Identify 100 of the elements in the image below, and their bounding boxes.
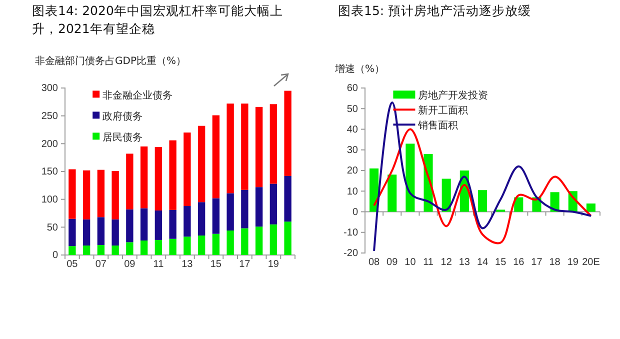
- bar: [82, 170, 90, 220]
- x-tick-label: 17: [239, 259, 251, 270]
- bar: [212, 198, 220, 234]
- x-tick-label: 13: [182, 259, 194, 270]
- bar: [226, 104, 234, 194]
- y-tick-label: 150: [41, 166, 58, 178]
- bar: [442, 178, 451, 212]
- bar: [514, 197, 524, 212]
- bar: [198, 236, 206, 255]
- bar: [270, 184, 278, 224]
- bar: [406, 144, 415, 212]
- bar: [198, 202, 206, 236]
- y-tick-label: -10: [344, 228, 358, 239]
- legend-label: 新开工面积: [418, 104, 468, 117]
- bar: [154, 210, 162, 240]
- bar: [284, 222, 292, 255]
- y-tick-label: -20: [344, 248, 358, 260]
- y-tick-label: 60: [346, 83, 358, 94]
- bar: [126, 209, 134, 242]
- chart-title: 图表15: 預计房地产活动逐步放缓: [338, 2, 532, 20]
- legend-label: 居民债务: [102, 132, 143, 144]
- bar: [97, 244, 105, 255]
- y-tick-label: 250: [41, 111, 58, 122]
- x-tick-label: 12: [440, 257, 452, 268]
- y-tick-label: 100: [41, 194, 58, 206]
- bar: [140, 146, 148, 208]
- legend-label: 房地产开发投资: [418, 90, 488, 102]
- x-tick-label: 05: [66, 259, 78, 270]
- y-tick-label: 50: [346, 104, 358, 115]
- bar: [169, 140, 176, 210]
- bar: [241, 228, 248, 255]
- x-tick-label: 15: [210, 259, 222, 270]
- bar: [140, 208, 148, 241]
- bar: [184, 132, 191, 206]
- x-tick-label: 20E: [582, 257, 600, 268]
- bar: [140, 240, 148, 255]
- bar: [154, 147, 162, 210]
- x-tick-label: 08: [368, 257, 380, 268]
- x-tick-label: 11: [423, 257, 434, 268]
- x-tick-label: 07: [95, 259, 107, 270]
- x-tick-label: 09: [124, 259, 136, 270]
- y-tick-label: 30: [346, 145, 358, 156]
- legend-label: 非金融企业债务: [102, 90, 173, 102]
- x-tick-label: 11: [153, 259, 164, 270]
- bar: [241, 190, 248, 228]
- bar: [198, 126, 206, 202]
- bar: [212, 115, 220, 198]
- bar: [184, 206, 191, 237]
- y-tick-label: 10: [346, 186, 358, 198]
- y-tick-label: 0: [52, 250, 58, 262]
- bar: [68, 169, 76, 219]
- bar: [241, 104, 248, 190]
- x-tick-label: 18: [549, 257, 561, 268]
- x-tick-label: 19: [567, 257, 579, 268]
- x-tick-label: 16: [513, 257, 525, 268]
- bar: [284, 90, 292, 176]
- x-tick-label: 15: [495, 257, 507, 268]
- y-axis-title: 非金融部门债务占GDP比重（%）: [35, 55, 186, 67]
- bar: [255, 106, 263, 188]
- y-axis-title: 增速（%）: [334, 63, 385, 75]
- bar: [169, 238, 176, 255]
- bar: [255, 226, 263, 255]
- x-tick-label: 09: [386, 257, 398, 268]
- bar: [226, 193, 234, 231]
- bar: [112, 170, 119, 220]
- bar: [68, 218, 76, 246]
- bar: [270, 104, 278, 184]
- legend-label: 销售面积: [417, 120, 458, 132]
- bar: [478, 190, 488, 212]
- bar: [586, 204, 596, 212]
- y-tick-label: 0: [352, 206, 358, 218]
- y-tick-label: 20: [346, 166, 358, 177]
- bar: [169, 210, 176, 239]
- bar: [255, 187, 263, 227]
- x-tick-label: 19: [268, 259, 280, 270]
- bar: [388, 174, 397, 212]
- bar: [284, 176, 292, 222]
- bar: [212, 234, 220, 255]
- bar: [270, 224, 278, 255]
- x-tick-label: 17: [531, 257, 543, 268]
- y-tick-label: 40: [346, 124, 358, 136]
- bar: [82, 246, 90, 255]
- x-tick-label: 14: [476, 257, 488, 268]
- bar: [126, 154, 134, 210]
- x-tick-label: 10: [404, 257, 416, 268]
- bar: [154, 240, 162, 255]
- y-tick-label: 200: [41, 138, 58, 150]
- bar: [112, 219, 119, 246]
- legend-label: 政府债务: [102, 110, 143, 123]
- bar: [82, 219, 90, 246]
- bar: [126, 242, 134, 255]
- bar: [97, 170, 105, 218]
- line-series: [373, 101, 592, 252]
- bar: [97, 217, 105, 245]
- y-tick-label: 300: [41, 83, 58, 94]
- bar: [226, 230, 234, 255]
- line-series: [373, 128, 592, 244]
- x-tick-label: 13: [458, 257, 470, 268]
- chart-title: 图表14: 2020年中国宏观杠杆率可能大幅上升，2021年有望企稳: [32, 2, 284, 38]
- bar: [112, 246, 119, 255]
